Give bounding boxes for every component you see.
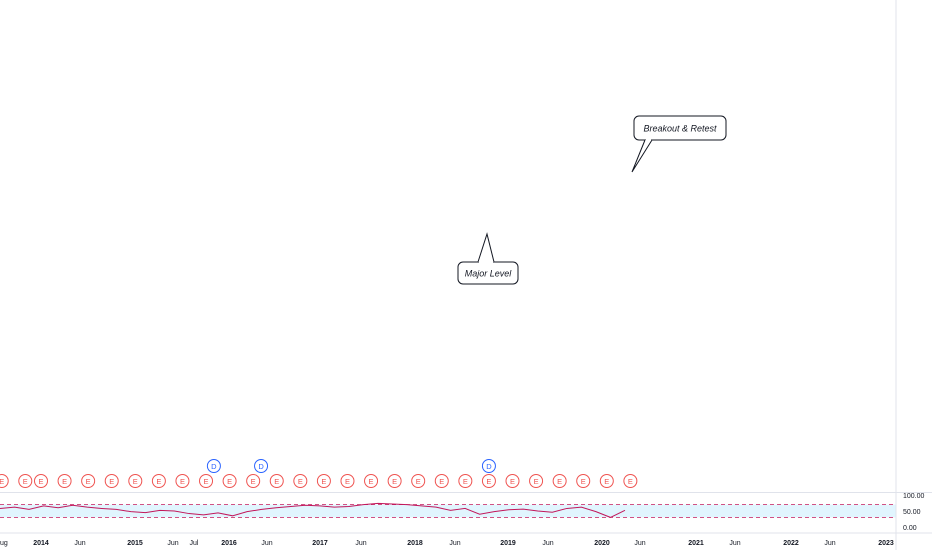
earnings-marker[interactable] bbox=[151, 474, 166, 488]
callout-tail bbox=[631, 139, 653, 173]
dividend-marker[interactable] bbox=[206, 459, 221, 473]
callout-text: Major Level bbox=[465, 269, 513, 279]
earnings-marker[interactable] bbox=[623, 474, 638, 488]
event-markers: E E E E E E E E E E E E E E E E E E E E E E E E E E E ED D D bbox=[0, 459, 638, 488]
earnings-marker-label: E bbox=[38, 477, 43, 486]
earnings-marker[interactable] bbox=[269, 474, 284, 488]
time-tick-label: Jun bbox=[634, 540, 645, 547]
dividend-marker-label: D bbox=[258, 462, 264, 471]
earnings-marker[interactable] bbox=[387, 474, 402, 488]
earnings-marker-label: E bbox=[298, 477, 303, 486]
earnings-marker-label: E bbox=[23, 477, 28, 486]
earnings-marker[interactable] bbox=[34, 474, 48, 488]
time-tick-label: 2021 bbox=[688, 540, 704, 547]
dividend-marker-label: D bbox=[486, 462, 492, 471]
dividend-marker[interactable] bbox=[481, 459, 496, 473]
earnings-marker-label: E bbox=[204, 477, 209, 486]
rsi-band bbox=[0, 504, 896, 518]
time-tick-label: Jun bbox=[74, 540, 85, 547]
time-tick-label: 2018 bbox=[407, 540, 423, 547]
dividend-marker[interactable] bbox=[254, 459, 269, 473]
earnings-marker[interactable] bbox=[199, 474, 214, 488]
time-axis: ug 2014 Jun 2015 Jun Jul 2016 Jun 2017 Jun 2018 Jun… bbox=[0, 532, 932, 547]
earnings-marker[interactable] bbox=[411, 474, 426, 488]
earnings-marker[interactable] bbox=[104, 474, 119, 488]
time-tick-label: ug bbox=[0, 540, 8, 547]
time-tick-label: Jun bbox=[824, 540, 835, 547]
time-tick-label: 2023 bbox=[878, 540, 894, 547]
earnings-marker-label: E bbox=[534, 477, 539, 486]
earnings-marker[interactable] bbox=[128, 474, 143, 488]
earnings-marker-label: E bbox=[392, 477, 397, 486]
time-tick-label: 2016 bbox=[221, 540, 237, 547]
time-tick-label: Jun bbox=[542, 540, 553, 547]
earnings-marker[interactable] bbox=[505, 474, 520, 488]
price-axis: 55.5058.5061.5065.0069.0073.0077.0081.00… bbox=[895, 0, 897, 550]
earnings-marker-label: E bbox=[133, 477, 138, 486]
time-tick-label: 2017 bbox=[312, 540, 328, 547]
annotation-callouts: Breakout & Retest Major Level bbox=[457, 115, 727, 285]
earnings-marker-label: E bbox=[604, 477, 609, 486]
time-tick-label: 2020 bbox=[594, 540, 610, 547]
earnings-marker-label: E bbox=[156, 477, 161, 486]
time-tick-label: 2015 bbox=[127, 540, 143, 547]
earnings-marker-label: E bbox=[439, 477, 444, 486]
earnings-marker-label: E bbox=[0, 477, 4, 486]
earnings-marker-label: E bbox=[227, 477, 232, 486]
earnings-marker-label: E bbox=[62, 477, 67, 486]
earnings-marker-label: E bbox=[628, 477, 633, 486]
earnings-marker-label: E bbox=[251, 477, 256, 486]
earnings-marker-label: E bbox=[463, 477, 468, 486]
rsi-pane: 100.00 50.00 0.00 bbox=[0, 492, 932, 532]
earnings-marker[interactable] bbox=[552, 474, 567, 488]
earnings-marker[interactable] bbox=[175, 474, 190, 488]
earnings-marker-label: E bbox=[557, 477, 562, 486]
time-tick-label: Jun bbox=[355, 540, 366, 547]
rsi-tick-label: 50.00 bbox=[903, 509, 921, 516]
earnings-marker[interactable] bbox=[481, 474, 496, 488]
time-tick-label: Jul bbox=[190, 540, 199, 547]
earnings-marker[interactable] bbox=[18, 474, 33, 488]
time-tick-label: Jun bbox=[449, 540, 460, 547]
earnings-marker-label: E bbox=[369, 477, 374, 486]
earnings-marker[interactable] bbox=[458, 474, 473, 488]
time-tick-label: Jun bbox=[167, 540, 178, 547]
earnings-marker[interactable] bbox=[599, 474, 614, 488]
rsi-tick-label: 0.00 bbox=[903, 525, 917, 532]
earnings-marker-label: E bbox=[416, 477, 421, 486]
rsi-line bbox=[0, 502, 626, 518]
earnings-marker[interactable] bbox=[81, 474, 96, 488]
earnings-marker[interactable] bbox=[57, 474, 72, 488]
time-tick-label: 2014 bbox=[33, 540, 49, 547]
earnings-marker-label: E bbox=[321, 477, 326, 486]
earnings-marker[interactable] bbox=[529, 474, 544, 488]
time-tick-label: 2019 bbox=[500, 540, 516, 547]
earnings-marker[interactable] bbox=[340, 474, 355, 488]
earnings-marker-label: E bbox=[86, 477, 91, 486]
earnings-marker-label: E bbox=[510, 477, 515, 486]
callout-text: Breakout & Retest bbox=[643, 124, 717, 134]
earnings-marker[interactable] bbox=[434, 474, 449, 488]
earnings-marker[interactable] bbox=[576, 474, 591, 488]
time-tick-label: Jun bbox=[261, 540, 272, 547]
callout-tail bbox=[477, 232, 495, 263]
earnings-marker[interactable] bbox=[0, 474, 9, 488]
earnings-marker-label: E bbox=[180, 477, 185, 486]
earnings-marker-label: E bbox=[109, 477, 114, 486]
earnings-marker[interactable] bbox=[364, 474, 379, 488]
earnings-marker-label: E bbox=[274, 477, 279, 486]
earnings-marker[interactable] bbox=[222, 474, 237, 488]
earnings-marker[interactable] bbox=[246, 474, 261, 488]
earnings-marker[interactable] bbox=[316, 474, 331, 488]
rsi-tick-label: 100.00 bbox=[903, 493, 925, 500]
earnings-marker-label: E bbox=[345, 477, 350, 486]
dividend-marker-label: D bbox=[211, 462, 217, 471]
earnings-marker-label: E bbox=[581, 477, 586, 486]
earnings-marker-label: E bbox=[486, 477, 491, 486]
earnings-marker[interactable] bbox=[293, 474, 308, 488]
time-tick-label: Jun bbox=[729, 540, 740, 547]
callout-box bbox=[633, 115, 727, 141]
time-tick-label: 2022 bbox=[783, 540, 799, 547]
